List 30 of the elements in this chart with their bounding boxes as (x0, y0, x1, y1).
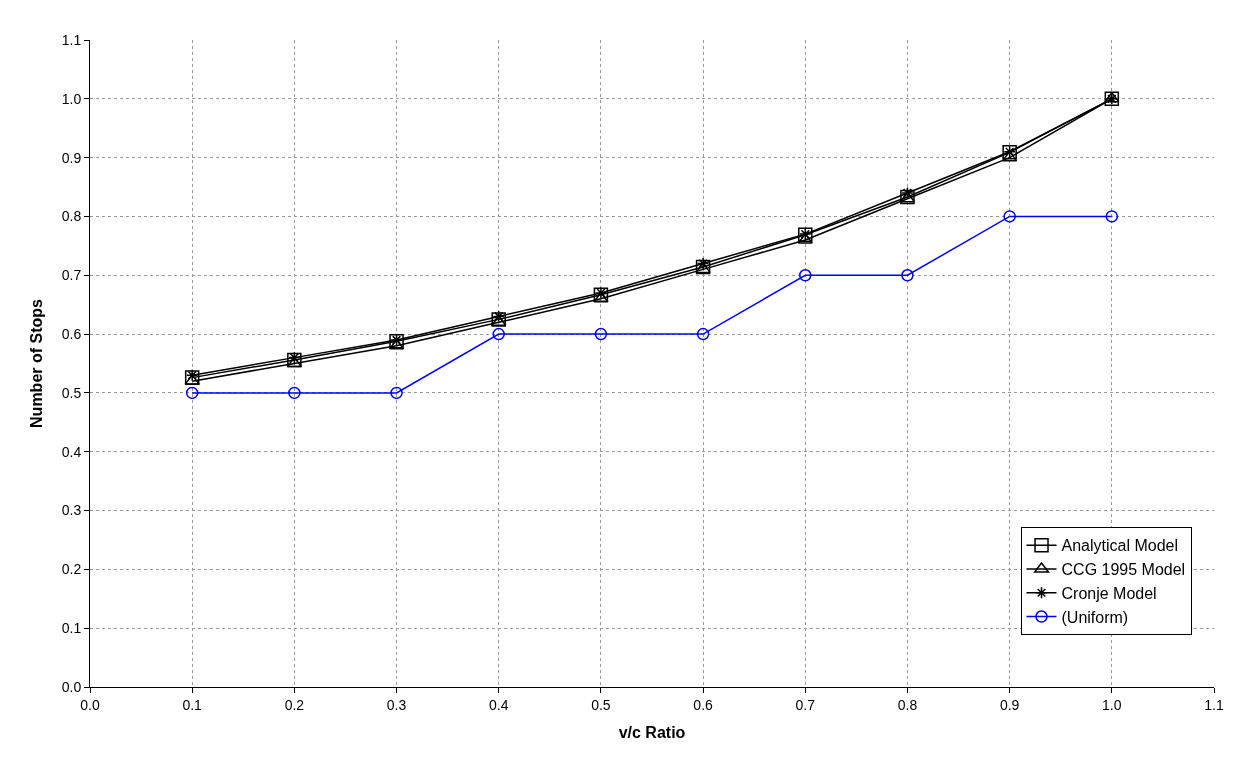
x-axis-title: v/c Ratio (618, 724, 686, 742)
y-tick-label: 0.8 (61, 208, 82, 225)
y-tick-label: 1.0 (61, 90, 82, 107)
x-tick-label: 0.4 (489, 696, 509, 713)
y-tick-label: 0.9 (61, 149, 82, 166)
x-tick-label: 1.1 (1204, 696, 1224, 713)
y-tick-label: 0.1 (61, 620, 82, 637)
y-tick-label: 0.3 (61, 502, 82, 519)
y-tick-label: 0.2 (61, 561, 82, 578)
x-tick-label: 0.9 (999, 696, 1020, 713)
x-tick-label: 0.3 (386, 696, 407, 713)
x-tick-label: 0.2 (284, 696, 305, 713)
y-tick-label: 0.7 (61, 267, 82, 284)
y-axis-title: Number of Stops (27, 298, 45, 428)
legend-label: CCG 1995 Model (1061, 561, 1186, 579)
legend-label: (Uniform) (1061, 608, 1129, 626)
y-tick-label: 0.0 (61, 678, 82, 695)
y-tick-label: 0.4 (61, 443, 82, 460)
y-tick-label: 0.6 (61, 325, 82, 342)
x-tick-label: 1.0 (1102, 696, 1122, 713)
y-tick-label: 1.1 (61, 31, 82, 48)
legend-label: Analytical Model (1061, 537, 1179, 555)
x-tick-label: 0.8 (897, 696, 918, 713)
legend-label: Cronje Model (1061, 584, 1157, 602)
x-tick-label: 0.0 (80, 696, 100, 713)
x-tick-label: 0.1 (182, 696, 203, 713)
x-tick-label: 0.5 (591, 696, 611, 713)
x-tick-label: 0.6 (693, 696, 714, 713)
x-tick-label: 0.7 (795, 696, 816, 713)
y-tick-label: 0.5 (61, 384, 82, 401)
